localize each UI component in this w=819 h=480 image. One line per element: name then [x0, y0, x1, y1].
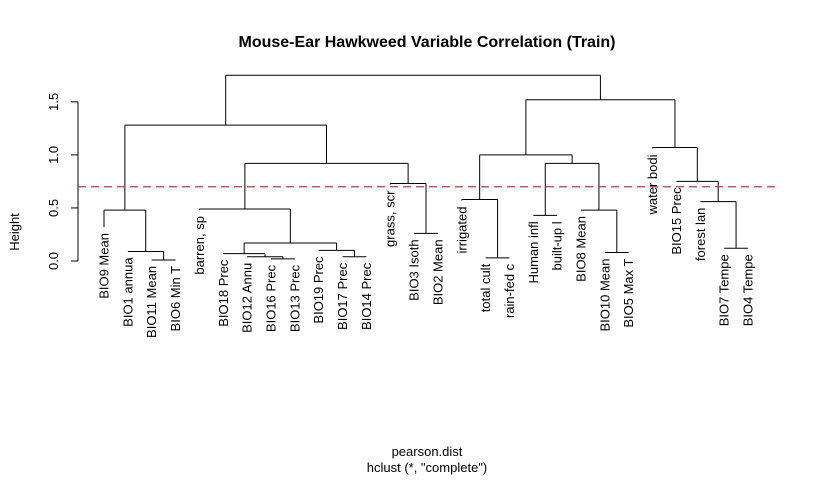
leaf-label: BIO8 Mean — [574, 216, 589, 282]
leaf-label: BIO6 Min T — [168, 266, 183, 332]
leaf-label: BIO2 Mean — [430, 239, 445, 305]
leaf-label: BIO9 Mean — [97, 233, 112, 299]
leaf-label: forest lan — [693, 208, 708, 261]
leaf-label: BIO17 Prec — [335, 262, 350, 330]
leaf-labels: BIO9 Mean BIO1 annua BIO11 Mean BIO6 Min T b… — [97, 154, 756, 338]
leaf-label: built-up l — [550, 221, 565, 270]
leaf-label: BIO3 Isoth — [407, 239, 422, 300]
leaf-label: BIO7 Tempe — [717, 254, 732, 326]
leaf-label: BIO19 Prec — [311, 256, 326, 324]
leaf-label: irrigated — [454, 207, 469, 254]
leaf-label: BIO13 Prec — [287, 264, 302, 332]
leaf-label: BIO4 Tempe — [741, 254, 756, 326]
y-tick-label: 0.5 — [46, 199, 61, 217]
leaf-label: BIO15 Prec — [669, 187, 684, 255]
y-tick-label: 1.0 — [46, 146, 61, 164]
leaf-label: BIO11 Mean — [144, 266, 159, 338]
y-axis: 0.0 0.5 1.0 1.5 — [46, 93, 79, 270]
dendrogram-branches — [103, 74, 748, 261]
leaf-label: Human infl — [526, 221, 541, 283]
leaf-label: barren, sp — [192, 216, 207, 275]
leaf-label: BIO10 Mean — [597, 259, 612, 332]
leaf-label: BIO5 Max T — [621, 258, 636, 327]
leaf-label: grass, scr — [383, 190, 398, 247]
method-sublabel: hclust (*, "complete") — [367, 460, 488, 475]
y-axis-label: Height — [7, 213, 22, 251]
x-axis-label: pearson.dist — [392, 444, 463, 459]
chart-title: Mouse-Ear Hawkweed Variable Correlation … — [239, 34, 616, 51]
leaf-label: BIO18 Prec — [216, 259, 231, 327]
y-tick-label: 0.0 — [46, 252, 61, 270]
leaf-label: BIO1 annua — [120, 257, 135, 327]
leaf-label: BIO12 Annu — [240, 263, 255, 333]
leaf-label: water bodi — [645, 154, 660, 215]
leaf-label: rain-fed c — [502, 263, 517, 318]
leaf-label: total cult — [478, 263, 493, 312]
y-tick-label: 1.5 — [46, 93, 61, 111]
leaf-label: BIO16 Prec — [263, 264, 278, 332]
leaf-label: BIO14 Prec — [359, 262, 374, 330]
